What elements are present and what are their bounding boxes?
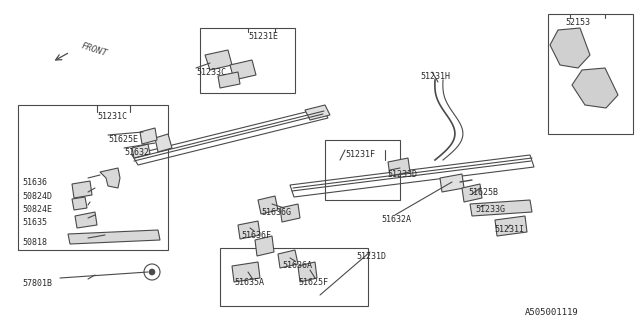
Text: 51625E: 51625E bbox=[108, 135, 138, 144]
Text: 51231F: 51231F bbox=[345, 150, 375, 159]
Polygon shape bbox=[305, 105, 330, 120]
Bar bbox=[548, 14, 633, 134]
Bar bbox=[18, 105, 168, 250]
Polygon shape bbox=[140, 128, 157, 144]
Text: 51231I: 51231I bbox=[494, 225, 524, 234]
Circle shape bbox=[149, 269, 155, 275]
Text: 51233D: 51233D bbox=[387, 170, 417, 179]
Text: 51636: 51636 bbox=[22, 178, 47, 187]
Polygon shape bbox=[218, 72, 240, 88]
Polygon shape bbox=[278, 250, 298, 268]
Polygon shape bbox=[232, 262, 260, 282]
Bar bbox=[200, 28, 295, 93]
Text: 57801B: 57801B bbox=[22, 279, 52, 288]
Bar bbox=[325, 140, 400, 200]
Polygon shape bbox=[440, 174, 464, 192]
Polygon shape bbox=[258, 196, 278, 214]
Text: 51636G: 51636G bbox=[261, 208, 291, 217]
Polygon shape bbox=[280, 204, 300, 222]
Polygon shape bbox=[72, 197, 87, 210]
Text: 50824D: 50824D bbox=[22, 192, 52, 201]
Text: A505001119: A505001119 bbox=[525, 308, 579, 317]
Polygon shape bbox=[572, 68, 618, 108]
Text: 51231H: 51231H bbox=[420, 72, 450, 81]
Polygon shape bbox=[470, 200, 532, 216]
Polygon shape bbox=[205, 50, 232, 70]
Text: 51632: 51632 bbox=[124, 148, 149, 157]
Text: 51233C: 51233C bbox=[196, 68, 226, 77]
Text: 51636F: 51636F bbox=[241, 231, 271, 240]
Polygon shape bbox=[298, 262, 317, 282]
Polygon shape bbox=[75, 212, 97, 228]
Text: 52153: 52153 bbox=[565, 18, 590, 27]
Text: 50818: 50818 bbox=[22, 238, 47, 247]
Text: 51625B: 51625B bbox=[468, 188, 498, 197]
Polygon shape bbox=[230, 60, 256, 80]
Text: 51635A: 51635A bbox=[234, 278, 264, 287]
Polygon shape bbox=[388, 158, 410, 176]
Text: 51233G: 51233G bbox=[475, 205, 505, 214]
Polygon shape bbox=[132, 144, 150, 158]
Text: 51231C: 51231C bbox=[97, 112, 127, 121]
Text: 50824E: 50824E bbox=[22, 205, 52, 214]
Polygon shape bbox=[255, 236, 274, 256]
Text: 51635: 51635 bbox=[22, 218, 47, 227]
Polygon shape bbox=[155, 134, 172, 152]
Polygon shape bbox=[462, 184, 482, 202]
Text: 51231E: 51231E bbox=[248, 32, 278, 41]
Text: FRONT: FRONT bbox=[80, 42, 108, 59]
Text: 51636A: 51636A bbox=[282, 261, 312, 270]
Polygon shape bbox=[550, 28, 590, 68]
Polygon shape bbox=[68, 230, 160, 244]
Polygon shape bbox=[238, 221, 260, 239]
Text: 51231D: 51231D bbox=[356, 252, 386, 261]
Polygon shape bbox=[72, 181, 92, 198]
Polygon shape bbox=[100, 168, 120, 188]
Text: 51625F: 51625F bbox=[298, 278, 328, 287]
Text: 51632A: 51632A bbox=[381, 215, 411, 224]
Polygon shape bbox=[495, 216, 527, 236]
Bar bbox=[220, 248, 368, 306]
